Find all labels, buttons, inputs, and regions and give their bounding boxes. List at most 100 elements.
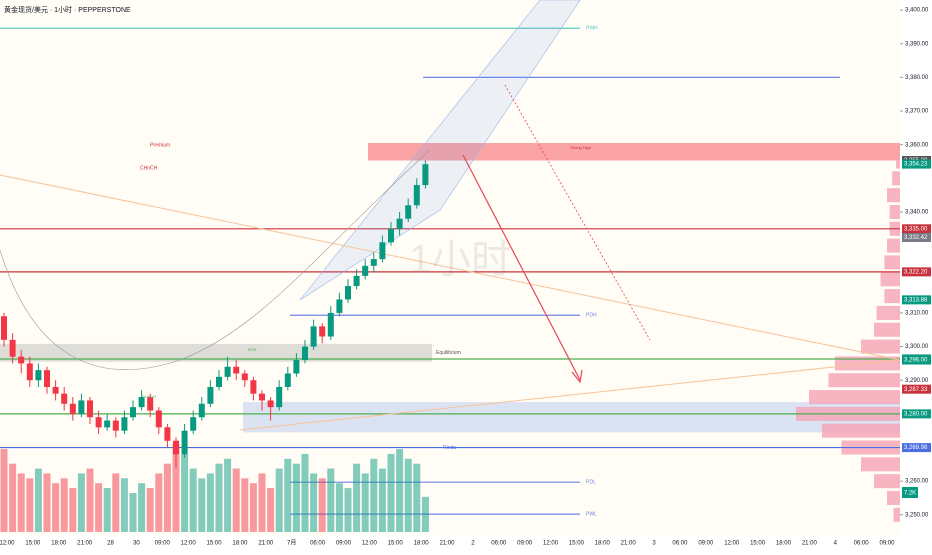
profile-bar [876, 305, 900, 320]
x-tick-label: 15:00 [750, 541, 766, 547]
candle-body [155, 410, 162, 428]
x-tick-label: 09:00 [879, 541, 895, 547]
candle-body [207, 386, 214, 404]
x-tick-label: 21:00 [258, 541, 274, 547]
candle-body [18, 356, 25, 364]
x-tick-label: 09:00 [155, 541, 171, 547]
x-tick-label: 18:00 [51, 541, 67, 547]
volume-bar [172, 444, 180, 532]
candle-body [147, 397, 154, 411]
volume-bar [155, 473, 163, 532]
candle-body [164, 427, 171, 441]
candle-body [379, 242, 386, 260]
trend-line [239, 359, 901, 431]
candle-body [26, 363, 33, 381]
candle-body [267, 400, 274, 408]
x-tick-label: 06:00 [491, 541, 507, 547]
profile-bar [874, 322, 900, 337]
volume-bar [378, 468, 386, 532]
projection-dotted [504, 84, 651, 341]
y-tick-label: 3,300.00 [905, 344, 929, 350]
zone [368, 143, 900, 161]
price-badge [902, 159, 931, 169]
x-tick-label: 21:00 [77, 541, 93, 547]
candle-body [104, 420, 111, 428]
volume-bar [34, 468, 42, 532]
price-badge-label: 3,269.98 [904, 445, 928, 451]
x-tick-label: 18:00 [776, 541, 792, 547]
volume-bar [224, 458, 232, 532]
x-tick-label: 21:00 [621, 541, 637, 547]
volume-bar [370, 458, 378, 532]
y-tick-label: 3,370.00 [905, 109, 929, 115]
volume-bar [112, 473, 120, 532]
volume-bar [353, 463, 361, 532]
y-tick-label: 3,260.00 [905, 479, 929, 485]
x-tick-label: 15:00 [388, 541, 404, 547]
annotation: CHoCH [142, 394, 156, 399]
price-badge-label: 3,332.42 [904, 235, 928, 241]
arrow-head [571, 369, 583, 384]
profile-bar [884, 255, 900, 270]
price-badge-label: 3,296.00 [904, 358, 928, 364]
candle-body [250, 380, 257, 394]
price-badge-label: 3,280.00 [904, 411, 928, 417]
price-badge-label: 3,322.20 [904, 269, 928, 275]
volume-bar [17, 473, 25, 532]
y-tick-label: 3,310.00 [905, 311, 929, 317]
zone [0, 343, 432, 362]
price-badge [902, 384, 931, 394]
volume-bar [120, 478, 128, 532]
countdown: 33:49 [908, 196, 924, 202]
price-badge [902, 224, 931, 234]
volume-bar [77, 473, 85, 532]
y-tick-label: 3,290.00 [905, 378, 929, 384]
candle-body [310, 326, 317, 347]
y-tick-label: 3,360.00 [905, 142, 929, 148]
volume-bar [9, 463, 17, 532]
candle-body [259, 393, 265, 401]
profile-bar [892, 171, 900, 186]
volume-bar [258, 473, 266, 532]
zone-label: Premium [150, 142, 170, 148]
candle-body [190, 417, 197, 431]
x-tick-label: 09:00 [517, 541, 533, 547]
price-badge-label: 3,287.33 [904, 387, 928, 393]
volume-bar [138, 483, 146, 532]
candle-body [353, 275, 360, 287]
x-tick-label: 30 [133, 541, 140, 547]
candle-body [362, 265, 369, 276]
volume-bar [146, 488, 154, 532]
x-tick-label: 15:00 [207, 541, 223, 547]
x-tick-label: 18:00 [414, 541, 430, 547]
volume-bar [215, 463, 223, 532]
price-badge-label: 3,354.23 [904, 162, 928, 168]
profile-bar [861, 339, 900, 354]
candle-body [87, 400, 93, 418]
volume-bar [404, 458, 412, 532]
x-tick-label: 21:00 [439, 541, 455, 547]
foreground-layer [1, 160, 429, 468]
x-tick-label: 12:00 [724, 541, 740, 547]
profile-bar [887, 238, 900, 253]
candle-body [181, 430, 188, 455]
volume-bar [421, 496, 429, 532]
zone [243, 402, 900, 433]
volume-bar [301, 453, 309, 532]
price-badge [902, 409, 931, 419]
volume-bar [344, 488, 352, 532]
x-tick-label: 18:00 [232, 541, 248, 547]
candle-body [413, 185, 420, 206]
y-tick-label: 3,400.00 [905, 8, 929, 14]
volume-bar [275, 468, 283, 532]
x-tick-label: 15:00 [569, 541, 585, 547]
zone-label: Equilibrium [436, 350, 461, 356]
volume-bar [198, 478, 206, 532]
volume-bar [232, 468, 240, 532]
ma-curve [0, 149, 431, 370]
volume-bar [181, 453, 189, 532]
header-title: 黄金现货/美元 · 1小时 · PEPPERSTONE [4, 5, 131, 14]
volume-bar [26, 478, 34, 532]
candle-body [405, 205, 412, 219]
